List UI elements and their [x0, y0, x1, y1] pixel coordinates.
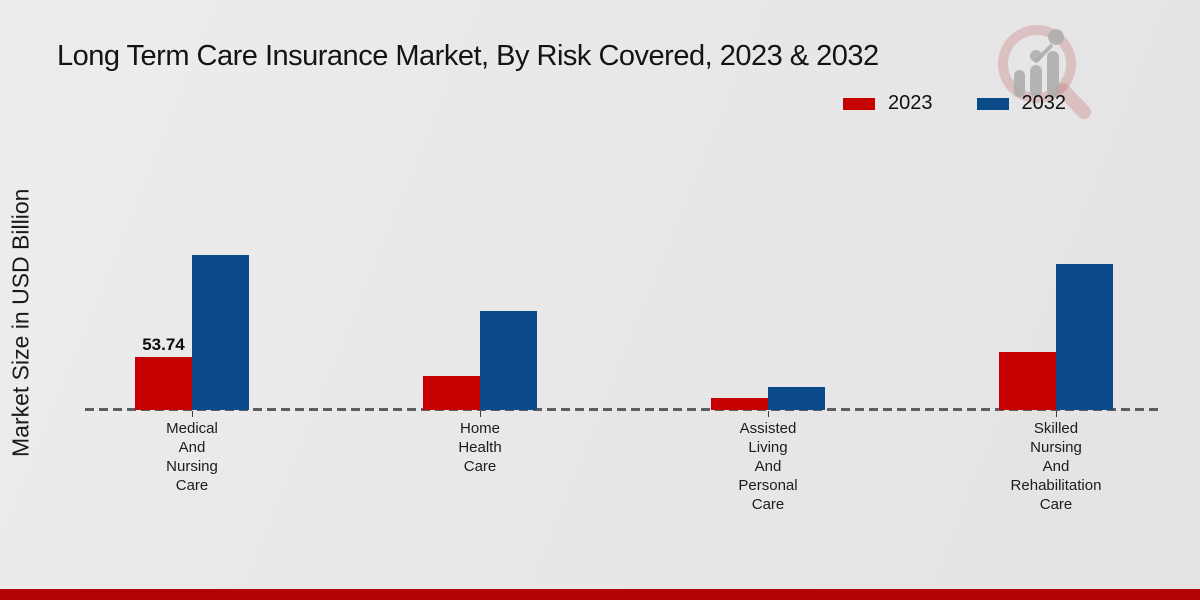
x-axis-tick — [768, 411, 769, 417]
x-axis-tick — [480, 411, 481, 417]
bar-2023-cat2 — [423, 376, 480, 410]
x-axis-tick — [1056, 411, 1057, 417]
x-axis-category-label: Home Health Care — [458, 420, 502, 475]
x-axis-category-label: Assisted Living And Personal Care — [738, 420, 798, 513]
bar-2032-cat2 — [480, 311, 537, 410]
x-axis-tick — [192, 411, 193, 417]
legend-swatch-2032 — [976, 97, 1009, 110]
x-axis-category-label: Medical And Nursing Care — [166, 420, 218, 494]
bar-2023-cat3 — [711, 398, 768, 410]
legend-item-2032: 2032 — [976, 92, 1067, 115]
bar-value-label: 53.74 — [142, 335, 185, 354]
legend: 2023 2032 — [843, 92, 1066, 115]
bar-2032-cat4 — [1056, 264, 1113, 410]
magnifier-chart-logo-icon — [998, 25, 1091, 119]
bar-2023-cat1 — [135, 357, 192, 410]
legend-swatch-2023 — [843, 97, 875, 110]
bar-2023-cat4 — [999, 352, 1056, 410]
legend-item-2023: 2023 — [843, 92, 933, 115]
chart-title: Long Term Care Insurance Market, By Risk… — [57, 40, 879, 72]
x-axis-category-label: Skilled Nursing And Rehabilitation Care — [1010, 420, 1102, 513]
bar-2032-cat3 — [768, 387, 825, 410]
legend-label-2032: 2032 — [1021, 92, 1067, 114]
bottom-accent-bar — [0, 589, 1200, 600]
x-axis-baseline — [85, 408, 1163, 411]
y-axis-label: Market Size in USD Billion — [7, 188, 34, 457]
bar-2032-cat1 — [192, 255, 249, 410]
legend-label-2023: 2023 — [888, 92, 933, 114]
